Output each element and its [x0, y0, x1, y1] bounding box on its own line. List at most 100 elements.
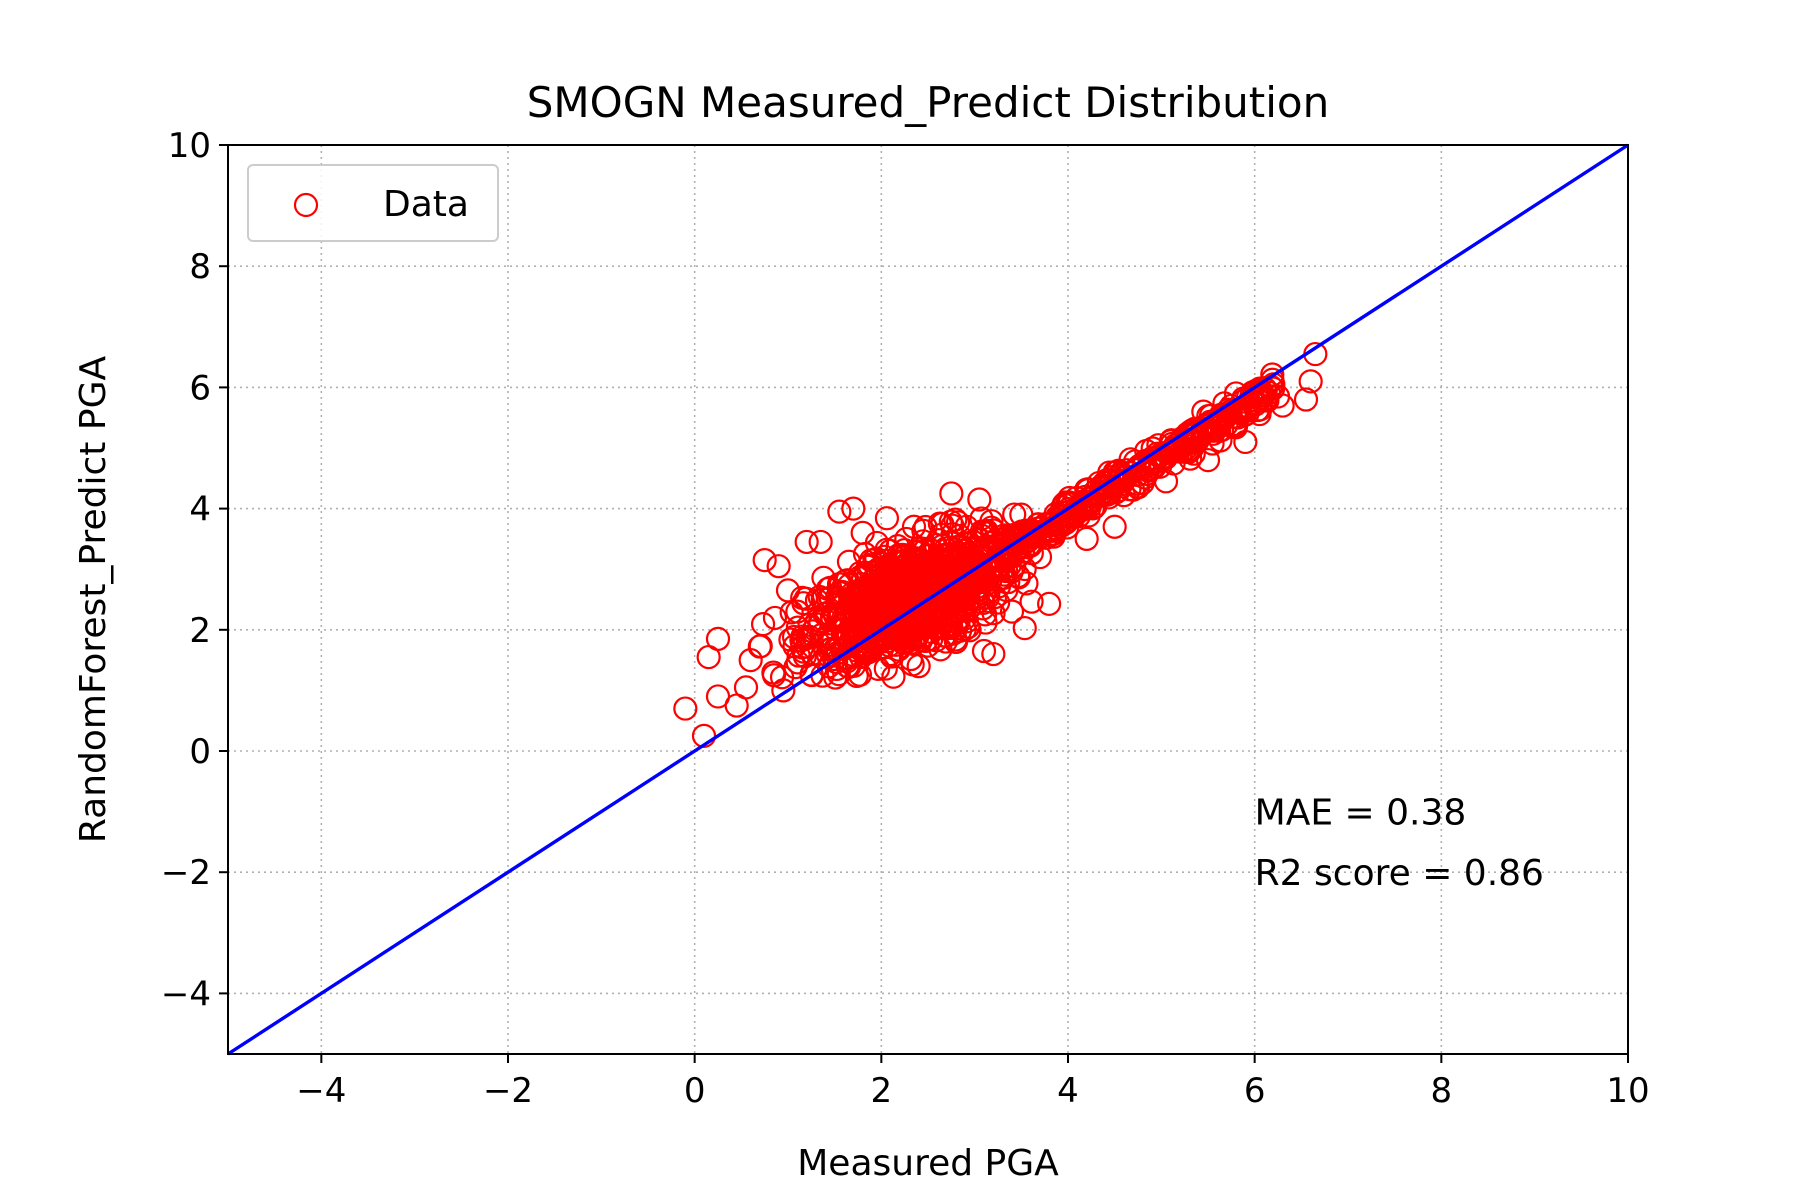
data-point: [1133, 448, 1158, 474]
data-point: [967, 487, 992, 512]
data-point: [898, 631, 923, 656]
data-point: [862, 547, 887, 572]
data-point: [841, 496, 866, 521]
legend-entry-data: Data: [383, 184, 469, 225]
data-point: [1057, 499, 1082, 524]
legend: Data: [247, 164, 499, 242]
data-point: [1019, 589, 1044, 614]
r2-annotation: R2 score = 0.86: [1255, 853, 1544, 894]
legend-marker-icon: [293, 192, 319, 218]
x-tick-label: 6: [1244, 1071, 1266, 1111]
data-point: [850, 520, 875, 545]
x-tick-label: −4: [296, 1071, 346, 1111]
data-point: [738, 647, 763, 673]
data-point: [922, 549, 947, 574]
data-point: [852, 594, 878, 620]
data-point: [1195, 448, 1221, 473]
y-tick-label: −4: [161, 974, 211, 1014]
x-tick-label: −2: [483, 1071, 533, 1111]
legend-box: [247, 164, 499, 242]
data-point: [1102, 514, 1127, 539]
data-point: [1209, 417, 1235, 442]
data-point: [1236, 394, 1261, 420]
identity-line-mark: [227, 143, 1629, 1056]
data-point: [1233, 429, 1258, 455]
data-point: [811, 565, 836, 590]
data-point: [823, 665, 848, 690]
data-point: [939, 615, 964, 640]
data-point: [1074, 526, 1099, 552]
data-point: [957, 596, 982, 621]
data-point: [876, 616, 901, 641]
data-point: [1096, 485, 1122, 510]
data-point: [947, 523, 972, 549]
x-tick-label: 0: [684, 1071, 706, 1111]
y-tick-label: 8: [189, 247, 211, 287]
y-tick-label: −2: [161, 853, 211, 893]
x-tick-label: 8: [1431, 1071, 1453, 1111]
data-point: [794, 529, 819, 555]
data-point: [920, 580, 946, 605]
y-tick-label: 6: [189, 368, 211, 408]
data-point: [990, 536, 1015, 561]
mae-annotation: MAE = 0.38: [1255, 793, 1467, 834]
data-point: [925, 568, 950, 593]
data-point: [971, 638, 997, 664]
data-point: [1293, 387, 1319, 412]
data-point: [878, 641, 903, 667]
axis-ticks: −4 −2 0 2 4 6 8 10 −4 −2 0 2 4 6 8 10: [161, 126, 1650, 1111]
data-point: [889, 560, 914, 585]
data-point: [762, 605, 788, 631]
data-point: [822, 603, 847, 628]
data-point: [906, 654, 931, 679]
data-point: [1037, 591, 1062, 616]
data-point: [943, 629, 969, 655]
data-point: [785, 599, 810, 624]
data-point: [928, 637, 953, 662]
data-point: [1080, 484, 1105, 510]
grid: [228, 144, 1629, 1054]
data-point: [1228, 399, 1253, 424]
data-point: [1027, 544, 1053, 570]
data-point: [775, 578, 801, 603]
data-point: [969, 506, 994, 531]
data-point: [874, 506, 900, 531]
data-point: [1125, 475, 1151, 500]
data-point: [981, 641, 1006, 667]
data-point: [999, 599, 1025, 624]
data-point: [855, 598, 880, 623]
x-tick-label: 10: [1606, 1071, 1649, 1111]
data-point: [705, 626, 731, 651]
y-axis-label: RandomForest_Predict PGA: [73, 356, 114, 844]
data-point: [1298, 369, 1323, 394]
y-tick-label: 0: [189, 732, 211, 772]
data-point: [781, 624, 807, 650]
data-point: [1270, 393, 1295, 418]
identity-line: [227, 143, 1629, 1056]
data-point: [952, 598, 977, 623]
scatter-points: [673, 341, 1328, 748]
data-point: [973, 610, 998, 635]
chart-title: SMOGN Measured_Predict Distribution: [527, 78, 1329, 127]
data-point: [797, 612, 822, 637]
data-point: [1117, 477, 1142, 502]
data-point: [853, 560, 878, 585]
data-point: [799, 662, 824, 687]
x-tick-label: 4: [1057, 1071, 1079, 1111]
data-point: [808, 529, 833, 555]
data-point: [766, 554, 791, 579]
data-point: [1012, 616, 1037, 641]
y-tick-label: 10: [168, 126, 211, 166]
data-point: [913, 514, 938, 540]
data-point: [733, 675, 759, 700]
data-point: [886, 542, 911, 568]
data-point: [827, 499, 852, 524]
data-point: [790, 585, 815, 610]
data-point: [901, 514, 927, 539]
data-point: [912, 570, 938, 596]
data-point: [1242, 390, 1267, 415]
y-tick-label: 4: [189, 490, 211, 530]
data-point: [939, 481, 964, 506]
data-point: [927, 596, 953, 621]
